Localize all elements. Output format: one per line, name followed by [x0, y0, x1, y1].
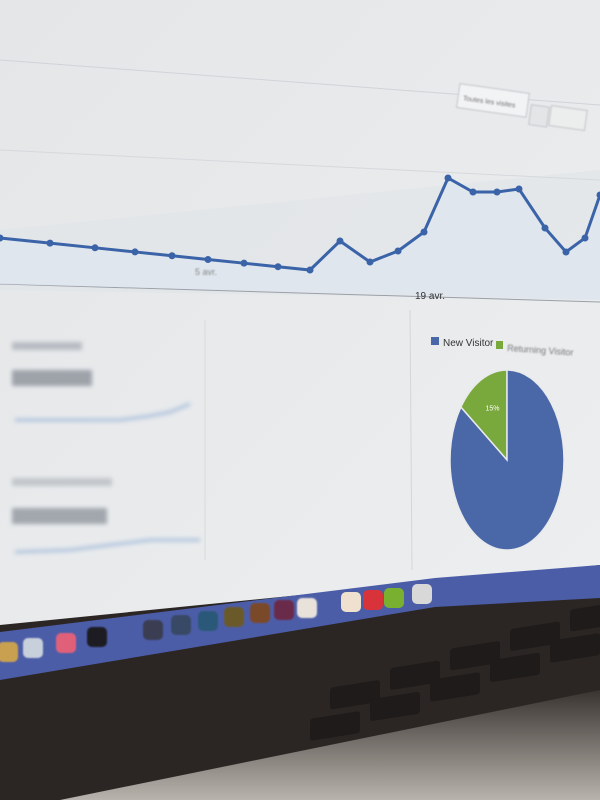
date-range-button[interactable]: Toutes les visites — [456, 83, 588, 131]
finder-icon[interactable] — [23, 638, 43, 658]
pie-slice — [449, 369, 565, 551]
keyboard-key — [330, 680, 380, 710]
keyboard-key — [310, 711, 360, 741]
data-point — [240, 259, 248, 267]
popcorn-time-icon[interactable] — [341, 592, 361, 612]
app-icon[interactable] — [56, 633, 76, 653]
pie-chart: 15%85% — [449, 369, 565, 582]
x-tick-label: 5 avr. — [195, 267, 217, 277]
data-point — [541, 224, 549, 232]
data-point — [469, 188, 477, 196]
keyboard-key — [490, 652, 540, 682]
preview-icon[interactable] — [297, 598, 317, 618]
trash-icon[interactable] — [412, 584, 432, 604]
keyboard-key — [570, 602, 600, 632]
data-point — [596, 191, 600, 199]
data-point — [493, 188, 501, 196]
legend-new-visitor: New Visitor — [443, 338, 494, 349]
data-point — [366, 258, 374, 266]
keyboard-key — [370, 691, 420, 721]
keyboard-key — [430, 672, 480, 702]
keyboard-deck — [60, 690, 600, 800]
line-area — [0, 178, 600, 300]
keyboard-key — [390, 660, 440, 690]
data-point — [0, 234, 4, 242]
app-icon[interactable] — [143, 620, 163, 640]
itunes-icon[interactable] — [363, 590, 383, 610]
keyboard-key — [450, 641, 500, 671]
data-point — [394, 247, 402, 255]
illustrator-icon[interactable] — [224, 607, 244, 627]
pie-label: 15% — [485, 405, 499, 412]
keyboard-key — [510, 621, 560, 651]
x-axis — [0, 283, 600, 303]
data-point — [91, 244, 99, 252]
app-icon[interactable] — [171, 615, 191, 635]
data-point — [306, 266, 314, 274]
x-tick-label: 19 avr. — [415, 291, 445, 302]
data-point — [274, 263, 282, 271]
data-point — [46, 239, 54, 247]
legend-returning-visitor: Returning Visitor — [507, 343, 574, 358]
legend-swatch-returning — [496, 341, 503, 349]
data-point — [581, 234, 589, 242]
bridge-icon[interactable] — [250, 603, 270, 623]
data-point — [204, 255, 212, 263]
indesign-icon[interactable] — [274, 600, 294, 620]
terminal-icon[interactable] — [87, 627, 107, 647]
data-point — [562, 248, 570, 256]
data-point — [515, 185, 523, 193]
photoshop-icon[interactable] — [198, 611, 218, 631]
gridline — [0, 149, 600, 181]
keyboard — [310, 602, 600, 741]
keyboard-key — [550, 633, 600, 663]
dock — [0, 565, 600, 680]
data-point — [168, 252, 176, 260]
kpi-panel — [12, 342, 200, 554]
data-point — [420, 228, 428, 236]
spotify-icon[interactable] — [384, 588, 404, 608]
pie-slice — [460, 369, 508, 463]
data-point — [336, 237, 344, 245]
line-chart — [0, 174, 600, 300]
legend-swatch-new — [431, 337, 439, 345]
data-point — [131, 248, 139, 256]
chrome-icon[interactable] — [0, 642, 18, 662]
dock-icons — [0, 584, 432, 662]
data-point — [444, 174, 452, 182]
